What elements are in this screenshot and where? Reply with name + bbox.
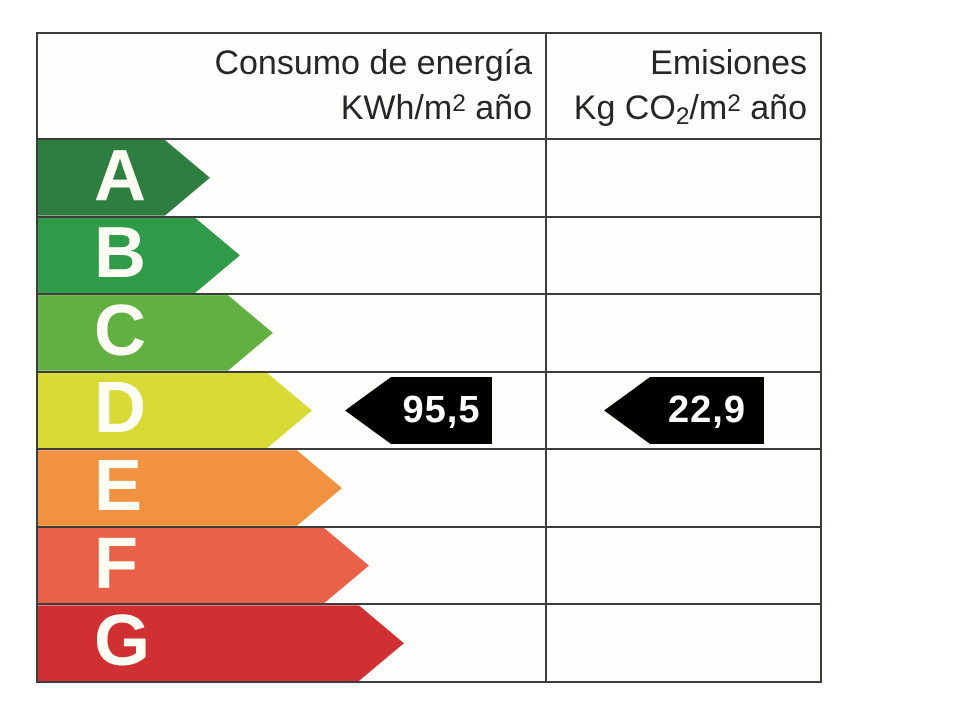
- rating-table: Consumo de energía KWh/m2 año Emisiones …: [38, 34, 820, 681]
- rating-row-g-emissions: [547, 603, 820, 681]
- subscript-2: 2: [675, 103, 690, 131]
- rating-row-e-consumption: E: [38, 448, 547, 526]
- rating-letter-d: D: [94, 368, 146, 449]
- emissions-units: Kg CO2/m2 año: [573, 89, 807, 131]
- rating-row-f-consumption: F: [38, 525, 547, 604]
- rating-arrow-c: C: [38, 295, 273, 371]
- rating-letter-f: F: [94, 523, 138, 604]
- superscript-2: 2: [452, 90, 466, 118]
- rating-letter-g: G: [94, 601, 151, 682]
- rating-row-g-consumption: G: [38, 603, 547, 681]
- consumption-value: 95,5: [402, 389, 481, 431]
- rating-row-b-emissions: [547, 215, 820, 294]
- rating-row-c-consumption: C: [38, 293, 547, 371]
- emissions-header: Emisiones Kg CO2/m2 año: [547, 34, 820, 138]
- rating-arrow-e: E: [38, 450, 342, 526]
- rating-row-a-emissions: [547, 138, 820, 216]
- rating-arrow-a: A: [38, 140, 210, 216]
- energy-certificate-label: Consumo de energía KWh/m2 año Emisiones …: [36, 32, 822, 683]
- rating-arrow-f: F: [38, 528, 369, 604]
- consumption-units: KWh/m2 año: [340, 89, 532, 127]
- superscript-2: 2: [727, 90, 741, 118]
- rating-arrow-g: G: [38, 605, 404, 681]
- rating-arrow-b: B: [38, 218, 240, 294]
- rating-letter-e: E: [94, 446, 143, 527]
- emissions-title: Emisiones: [650, 44, 807, 83]
- rating-letter-a: A: [94, 135, 146, 216]
- emissions-value: 22,9: [668, 389, 746, 431]
- rating-row-d-emissions: [547, 370, 820, 449]
- rating-row-d-consumption: D: [38, 370, 547, 449]
- rating-letter-c: C: [94, 290, 146, 371]
- rating-row-a-consumption: A: [38, 138, 547, 216]
- rating-row-c-emissions: [547, 293, 820, 371]
- rating-arrow-d: D: [38, 373, 312, 449]
- consumption-title: Consumo de energía: [214, 44, 532, 83]
- rating-letter-b: B: [94, 213, 146, 294]
- consumption-header: Consumo de energía KWh/m2 año: [38, 34, 547, 138]
- rating-row-e-emissions: [547, 448, 820, 526]
- rating-row-f-emissions: [547, 525, 820, 604]
- rating-row-b-consumption: B: [38, 215, 547, 294]
